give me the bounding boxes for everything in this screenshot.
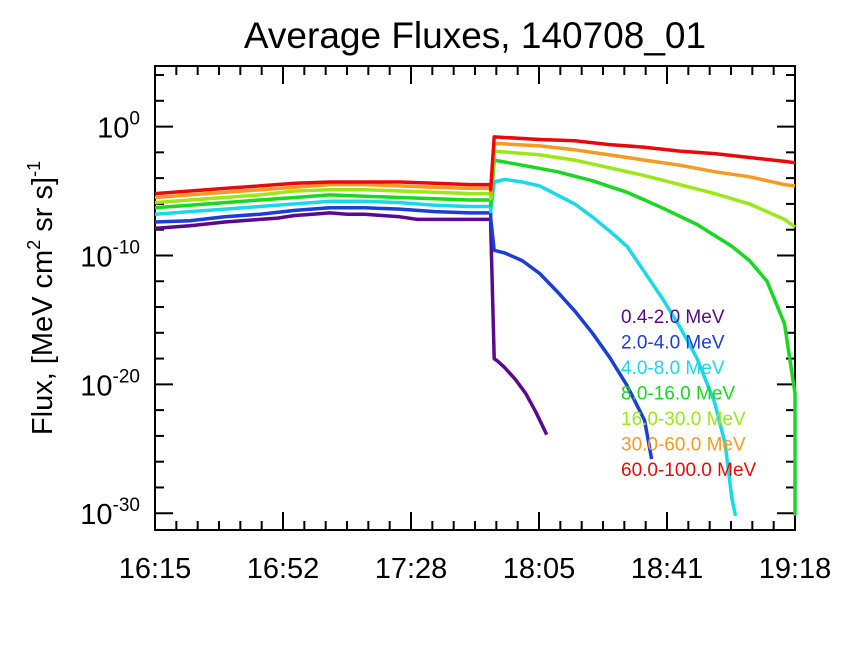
x-tick-label: 18:41 [631,553,704,585]
x-tick-labels: 16:15 16:52 17:28 18:05 18:41 19:18 [119,553,832,585]
y-tick-exponent: 0 [129,109,140,130]
y-tick-base: 10 [97,113,129,145]
y-tick-exponent: -30 [113,495,140,516]
x-tick-label: 19:18 [759,553,832,585]
series-line [154,177,738,517]
legend-entry: 2.0-4.0 MeV [621,333,725,354]
legend-entry: 60.0-100.0 MeV [621,460,757,481]
legend-entry: 16.0-30.0 MeV [621,409,746,430]
y-axis-label-sup1: 2 [24,240,44,250]
y-tick-base: 10 [80,370,112,402]
series-line [154,206,654,460]
y-tick-label: 100 [97,109,140,145]
legend: 0.4-2.0 MeV 2.0-4.0 MeV 4.0-8.0 MeV 8.0-16.… [621,307,757,481]
legend-entry: 0.4-2.0 MeV [621,307,725,328]
y-tick-base: 10 [80,499,112,531]
chart-title: Average Fluxes, 140708_01 [244,15,706,56]
y-tick-label: 10-10 [80,237,140,273]
legend-entry: 4.0-8.0 MeV [621,358,725,379]
y-tick-exponent: -20 [113,366,140,387]
series-lines [154,135,797,517]
series-line [154,211,549,436]
x-tick-label: 16:15 [119,553,192,585]
y-axis-label: Flux, [MeV cm2 sr s]-1 [24,161,59,435]
x-tick-label: 17:28 [375,553,448,585]
y-tick-label: 10-20 [80,366,140,402]
y-axis-label-main: Flux, [MeV cm [27,250,59,435]
legend-entry: 8.0-16.0 MeV [621,384,735,405]
y-tick-base: 10 [80,241,112,273]
y-axis-label-sup2: -1 [24,161,44,177]
y-tick-label: 10-30 [80,495,140,531]
x-tick-label: 16:52 [247,553,320,585]
y-tick-exponent: -10 [113,237,140,258]
legend-entry: 30.0-60.0 MeV [621,435,746,456]
series-line [154,135,796,196]
y-axis-label-middle: sr s] [27,177,59,240]
x-tick-label: 18:05 [503,553,576,585]
